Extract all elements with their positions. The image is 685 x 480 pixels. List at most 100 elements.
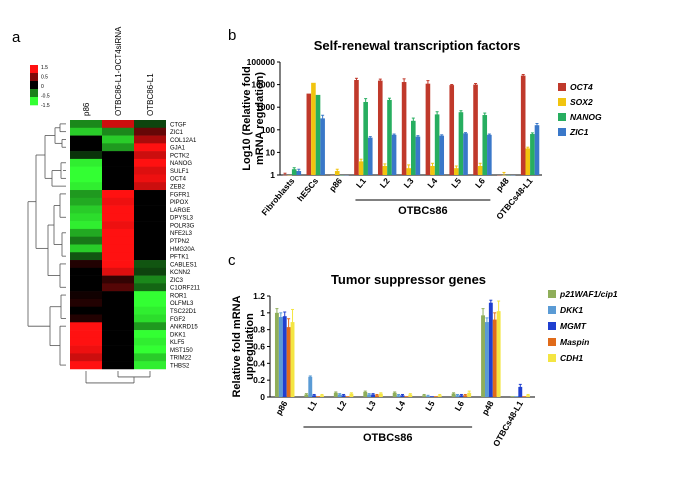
bar-l4-nanog bbox=[434, 114, 440, 175]
heatmap-cell-thbs2-p86 bbox=[70, 361, 102, 370]
bar-p48-dkk1 bbox=[484, 322, 489, 397]
heatmap-cell-dkk1-p86 bbox=[70, 330, 102, 339]
bar-l5-oct4 bbox=[449, 85, 455, 175]
bar-l2-nanog bbox=[387, 99, 392, 175]
heatmap-cell-kcnn2-otbc86-l1-oct4sirna bbox=[102, 267, 134, 276]
heatmap-cell-zic3-otbc86-l1 bbox=[134, 275, 166, 284]
heatmap-cell-polr3g-otbc86-l1-oct4sirna bbox=[102, 221, 134, 230]
bar-otbcs48-l1-nanog bbox=[530, 134, 535, 175]
heatmap-cell-thbs2-otbc86-l1 bbox=[134, 361, 166, 370]
x-tick-label: OTBCs48-L1 bbox=[491, 399, 525, 448]
heatmap-cell-sulf1-otbc86-l1 bbox=[134, 166, 166, 175]
heatmap-row-label: HMG20A bbox=[170, 247, 195, 253]
heatmap-cell-fgf2-otbc86-l1 bbox=[134, 314, 166, 323]
bar-p48-p21waf1-cip1 bbox=[481, 315, 485, 397]
panel-label-a: a bbox=[12, 29, 21, 46]
heatmap-cell-cables1-otbc86-l1 bbox=[134, 260, 166, 269]
y-axis-label-line: upregulation bbox=[244, 313, 256, 380]
color-scale-swatch bbox=[30, 89, 38, 98]
bar-l6-cdh1 bbox=[467, 392, 472, 397]
heatmap-row-label: NANOG bbox=[170, 161, 192, 167]
x-tick-label: L4 bbox=[425, 176, 439, 190]
heatmap-cell-polr3g-p86 bbox=[70, 221, 102, 230]
heatmap-cell-nfe2l3-otbc86-l1 bbox=[134, 228, 166, 237]
x-tick-label: L3 bbox=[401, 176, 415, 190]
heatmap-cell-tsc22d1-p86 bbox=[70, 306, 102, 315]
color-scale-tick: 0 bbox=[41, 84, 44, 90]
bar-l6-sox2 bbox=[477, 166, 483, 175]
heatmap-cell-zeb2-otbc86-l1-oct4sirna bbox=[102, 182, 134, 191]
heatmap-cell-gja1-p86 bbox=[70, 143, 102, 152]
legend-label-maspin: Maspin bbox=[560, 337, 589, 347]
heatmap-cell-hmg20a-otbc86-l1 bbox=[134, 244, 166, 253]
heatmap-row-label: ZIC3 bbox=[170, 278, 184, 284]
heatmap-column-label: p86 bbox=[82, 102, 91, 116]
heatmap-column-label: OTBC86-L1 bbox=[146, 73, 155, 116]
bar-p86-dkk1 bbox=[278, 317, 283, 397]
bar-l3-mgmt bbox=[371, 394, 376, 397]
heatmap-row-label: KCNN2 bbox=[170, 270, 191, 276]
heatmap-column-label: OTBC86-L1-OCT4siRNA bbox=[114, 26, 123, 116]
heatmap-cell-mst150-p86 bbox=[70, 345, 102, 354]
heatmap-cell-fgf2-otbc86-l1-oct4sirna bbox=[102, 314, 134, 323]
bar-l5-mgmt bbox=[429, 396, 434, 397]
bar-l5-zic1 bbox=[463, 133, 468, 175]
bar-l5-nanog bbox=[458, 112, 464, 175]
legend-swatch-dkk1 bbox=[548, 306, 556, 314]
legend-swatch-mgmt bbox=[548, 322, 556, 330]
bar-hescs-oct4 bbox=[306, 93, 312, 175]
heatmap-cell-ankrd15-p86 bbox=[70, 322, 102, 331]
x-tick-label: p86 bbox=[273, 399, 289, 417]
heatmap-cell-zeb2-otbc86-l1 bbox=[134, 182, 166, 191]
heatmap-cell-cables1-p86 bbox=[70, 260, 102, 269]
heatmap-cell-col12a1-otbc86-l1 bbox=[134, 135, 166, 144]
bar-p86-mgmt bbox=[282, 316, 287, 397]
heatmap-cell-mst150-otbc86-l1 bbox=[134, 345, 166, 354]
y-tick-label: 1 bbox=[270, 170, 275, 180]
legend-label-cdh1: CDH1 bbox=[560, 353, 583, 363]
heatmap-cell-pipox-otbc86-l1 bbox=[134, 197, 166, 206]
bar-otbcs48-l1-oct4 bbox=[520, 75, 526, 175]
heatmap-row-label: PTPN2 bbox=[170, 239, 190, 245]
heatmap-cell-nanog-otbc86-l1-oct4sirna bbox=[102, 158, 134, 167]
panel-label-b: b bbox=[228, 27, 236, 44]
x-tick-label: L5 bbox=[449, 176, 463, 190]
y-tick-label: 100000 bbox=[247, 57, 276, 67]
bar-otbcs48-l1-maspin bbox=[522, 396, 527, 397]
heatmap-row-label: DPYSL3 bbox=[170, 216, 194, 222]
heatmap-row-label: CABLES1 bbox=[170, 262, 198, 268]
y-axis-label-line: Log10 (Relative fold bbox=[241, 66, 253, 171]
bar-p86-p21waf1-cip1 bbox=[274, 312, 279, 397]
legend-label-mgmt: MGMT bbox=[560, 321, 587, 331]
bar-l2-zic1 bbox=[391, 134, 397, 175]
color-scale-swatch bbox=[30, 81, 38, 90]
heatmap-row-label: POLR3G bbox=[170, 223, 195, 229]
heatmap-cell-ctgf-otbc86-l1 bbox=[134, 120, 166, 129]
heatmap-cell-nanog-p86 bbox=[70, 158, 102, 167]
heatmap-cell-hmg20a-p86 bbox=[70, 244, 102, 253]
x-tick-label: L1 bbox=[354, 176, 368, 190]
heatmap-cell-trim22-otbc86-l1-oct4sirna bbox=[102, 353, 134, 362]
heatmap-row-label: MST150 bbox=[170, 348, 193, 354]
heatmap-cell-thbs2-otbc86-l1-oct4sirna bbox=[102, 361, 134, 370]
heatmap-cell-ptpn2-otbc86-l1 bbox=[134, 236, 166, 245]
heatmap-cell-large-otbc86-l1 bbox=[134, 205, 166, 214]
heatmap-row-label: CTGF bbox=[170, 122, 187, 128]
heatmap-cell-cables1-otbc86-l1-oct4sirna bbox=[102, 260, 134, 269]
x-tick-label: L2 bbox=[378, 176, 392, 190]
heatmap-cell-kcnn2-p86 bbox=[70, 267, 102, 276]
heatmap-row-label: PCTK2 bbox=[170, 153, 190, 159]
heatmap-cell-oct4-otbc86-l1-oct4sirna bbox=[102, 174, 134, 183]
legend-swatch-oct4 bbox=[558, 83, 566, 91]
y-tick-label: 0.6 bbox=[253, 342, 265, 352]
y-tick-label: 0.4 bbox=[253, 358, 265, 368]
bar-l3-cdh1 bbox=[378, 393, 383, 397]
heatmap-cell-fgfr1-otbc86-l1-oct4sirna bbox=[102, 190, 134, 199]
x-tick-label: L2 bbox=[335, 399, 349, 413]
bar-l4-sox2 bbox=[430, 166, 435, 175]
legend-label-nanog: NANOG bbox=[570, 112, 602, 122]
heatmap-cell-dpysl3-p86 bbox=[70, 213, 102, 222]
heatmap-cell-pftk1-otbc86-l1 bbox=[134, 252, 166, 261]
heatmap-row-label: ANKRD15 bbox=[170, 325, 198, 331]
